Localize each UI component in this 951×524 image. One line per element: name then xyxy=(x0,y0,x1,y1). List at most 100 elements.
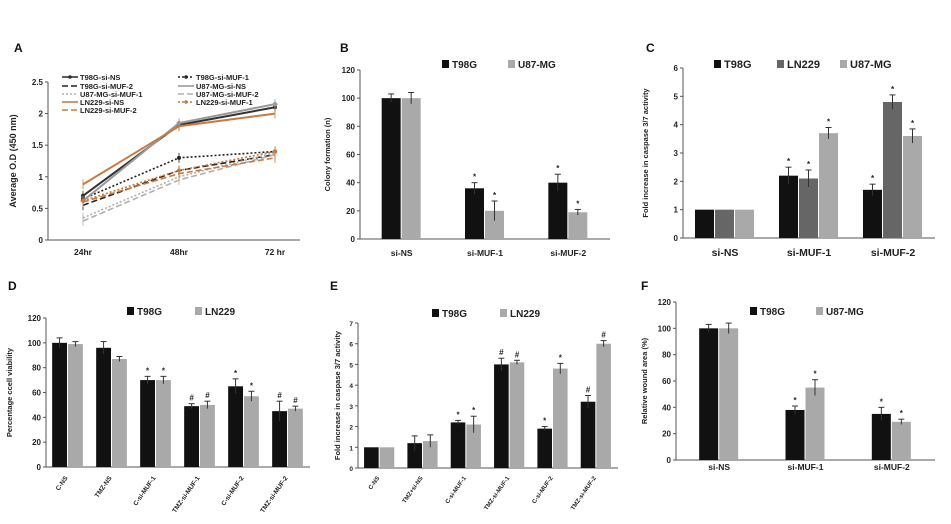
y-tick-label: 4 xyxy=(349,383,353,390)
significance-mark: * xyxy=(576,199,580,208)
panel-c: C 0 1 2 3 4 5 6 Fold increase in caspase 3/7 act… xyxy=(641,41,935,259)
bar xyxy=(699,328,719,460)
legend-label: LN229 xyxy=(510,309,540,320)
panel-a: A 0 0.5 1 1.5 2 2.5 Average O.D (450 nm) 24hr 48h… xyxy=(8,41,300,257)
data-point xyxy=(273,149,277,154)
bar xyxy=(381,98,401,240)
x-tick-label: si-MUF-1 xyxy=(788,462,824,472)
legend-swatch xyxy=(508,60,515,68)
bar xyxy=(465,188,484,239)
significance-mark: * xyxy=(827,118,831,127)
y-tick-label: 40 xyxy=(32,413,41,422)
bar xyxy=(883,102,902,238)
legend-label: LN229-si-MUF-2 xyxy=(80,106,137,115)
y-tick-label: 1 xyxy=(349,445,353,452)
significance-mark: # xyxy=(586,386,591,395)
legend-label: T98G xyxy=(760,307,785,318)
legend-label: U87-MG-si-MUF-1 xyxy=(80,90,143,99)
significance-mark: * xyxy=(871,174,875,183)
x-tick-label: TMZ-si-MUF-2 xyxy=(570,475,598,511)
x-tick-label: 24hr xyxy=(74,247,93,257)
y-tick-label: 60 xyxy=(346,151,355,160)
bar xyxy=(863,189,882,238)
x-tick-label: C-si-MUF-1 xyxy=(132,475,158,507)
legend-marker xyxy=(184,100,188,104)
y-tick-label: 60 xyxy=(32,389,41,398)
significance-mark: * xyxy=(473,173,477,182)
bar xyxy=(580,401,596,468)
y-tick-label: 2 xyxy=(39,110,44,119)
bar xyxy=(537,428,552,468)
panel-d: D 0 20 40 60 80 100 120 Percentage ccell viabili… xyxy=(5,279,310,514)
legend-label: T98G-si-NS xyxy=(80,73,120,82)
significance-mark: * xyxy=(787,157,791,166)
legend-swatch xyxy=(432,309,439,317)
panel-b: B 0 20 40 60 80 100 120 Colony formation (n) si-N… xyxy=(323,41,610,258)
legend-label: T98G xyxy=(442,309,467,320)
legend-swatch xyxy=(750,307,757,315)
significance-mark: * xyxy=(911,119,915,128)
significance-mark: # xyxy=(189,394,194,403)
significance-mark: * xyxy=(556,164,560,173)
legend-swatch xyxy=(816,307,823,315)
bar xyxy=(819,133,838,238)
y-tick-label: 40 xyxy=(662,403,671,412)
significance-mark: # xyxy=(515,350,520,359)
bar xyxy=(184,406,199,467)
data-point xyxy=(272,101,278,107)
bar xyxy=(715,209,734,238)
y-tick-label: 2.5 xyxy=(32,78,44,87)
x-tick-label: si-MUF-2 xyxy=(550,248,586,258)
x-tick-label: C-NS xyxy=(55,475,70,493)
legend-swatch xyxy=(840,60,847,68)
y-axis-label: Colony formation (n) xyxy=(323,117,332,191)
legend-label: U87-MG xyxy=(826,307,864,318)
y-tick-label: 120 xyxy=(342,66,356,75)
legend-label: LN229-si-NS xyxy=(80,98,124,107)
y-tick-label: 80 xyxy=(346,122,355,131)
legend-label: T98G xyxy=(137,307,162,318)
significance-mark: * xyxy=(900,409,904,418)
panel-letter: A xyxy=(14,41,23,55)
y-tick-label: 100 xyxy=(28,339,42,348)
significance-mark: * xyxy=(880,397,884,406)
y-tick-label: 6 xyxy=(674,64,679,73)
bar xyxy=(466,424,481,468)
bar xyxy=(903,136,922,238)
significance-mark: # xyxy=(205,391,210,400)
x-tick-label: si-NS xyxy=(391,248,413,258)
significance-mark: # xyxy=(293,396,298,405)
x-tick-label: 48hr xyxy=(170,247,189,257)
significance-mark: * xyxy=(793,396,797,405)
y-tick-label: 0 xyxy=(349,466,353,473)
bar xyxy=(272,411,287,467)
data-point xyxy=(177,155,181,160)
legend-marker xyxy=(68,75,72,79)
panel-letter: C xyxy=(646,41,655,55)
y-tick-label: 120 xyxy=(28,314,42,323)
bar xyxy=(735,209,754,238)
x-tick-label: TMZ+si-NS xyxy=(402,476,425,505)
y-tick-label: 0 xyxy=(667,456,672,465)
y-tick-label: 3 xyxy=(349,404,353,411)
panel-letter: B xyxy=(340,41,349,55)
y-tick-label: 1 xyxy=(39,173,44,182)
bar xyxy=(140,380,155,467)
y-axis-label: Fold increase in caspase 3/7 activity xyxy=(641,88,650,218)
x-tick-label: TMZ-si-MUF-1 xyxy=(171,475,202,515)
x-tick-label: si-MUF-2 xyxy=(871,247,915,259)
bar xyxy=(779,175,798,238)
y-axis-label: Relative wound area (%) xyxy=(640,337,649,424)
y-tick-label: 2 xyxy=(349,425,353,432)
legend-label: T98G xyxy=(452,60,477,71)
legend-swatch xyxy=(442,60,449,68)
bar xyxy=(509,362,525,468)
significance-mark: # xyxy=(277,391,282,400)
significance-mark: * xyxy=(559,353,563,362)
bar xyxy=(407,443,422,468)
bar xyxy=(596,343,611,468)
bar xyxy=(52,342,67,467)
y-tick-label: 40 xyxy=(346,179,355,188)
bar xyxy=(156,380,171,467)
panel-f: F 0 20 40 60 80 100 120 Relative wound area (%) s… xyxy=(640,279,935,472)
